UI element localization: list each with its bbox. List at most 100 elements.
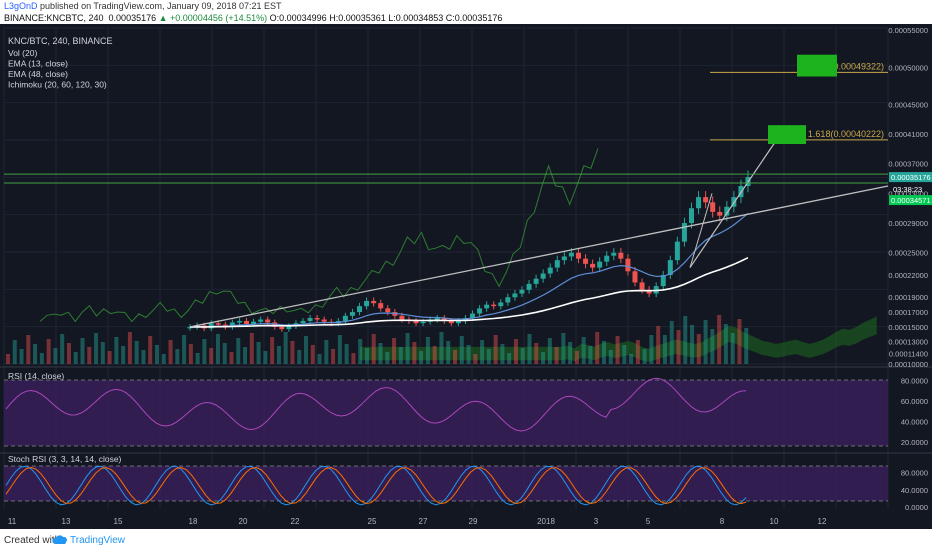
- price-tick-label: 0.00019000: [888, 293, 928, 302]
- rsi-axis-label: 80.0000: [901, 376, 928, 385]
- volume-bar: [507, 353, 512, 364]
- volume-bar: [297, 350, 302, 364]
- volume-bar: [486, 349, 491, 364]
- candle-body: [321, 319, 327, 322]
- candle-body: [272, 322, 278, 327]
- change-text: ▲ +0.00004456 (+14.51%): [158, 13, 268, 23]
- price-tick-label: 0.00025000: [888, 249, 928, 258]
- volume-bar: [534, 343, 539, 364]
- volume-bar: [168, 340, 173, 364]
- last-price-tag-text: 0.00035176: [891, 173, 931, 182]
- volume-bar: [669, 321, 674, 364]
- price-tick-label: 0.00041000: [888, 130, 928, 139]
- candle-body: [688, 208, 694, 224]
- volume-bar: [87, 347, 92, 364]
- volume-bar: [446, 341, 451, 364]
- candle-body: [660, 274, 666, 287]
- candle-body: [229, 322, 235, 327]
- volume-bar: [188, 344, 193, 364]
- volume-bar: [155, 345, 159, 364]
- time-tick-label: 20: [239, 517, 248, 526]
- volume-bar: [398, 347, 403, 364]
- volume-bar: [12, 340, 17, 364]
- price-tick-label: 0.00055000: [888, 26, 928, 35]
- candle-body: [342, 315, 348, 321]
- volume-bar: [114, 337, 119, 364]
- candle-body: [441, 318, 447, 321]
- stoch-k-line: [5, 465, 747, 506]
- candle-body: [717, 211, 723, 216]
- volume-bar: [595, 332, 600, 364]
- candle-body: [632, 271, 638, 283]
- candle-body: [583, 258, 589, 264]
- time-tick-label: 27: [419, 517, 428, 526]
- time-tick-label: 3: [594, 517, 599, 526]
- volume-bar: [662, 335, 667, 364]
- candle-body: [448, 320, 454, 324]
- volume-bar: [222, 343, 227, 364]
- volume-bar: [60, 334, 65, 364]
- volume-bar: [574, 351, 579, 364]
- candle-body: [611, 252, 617, 256]
- volume-bar: [635, 340, 640, 364]
- candle-body: [399, 315, 405, 320]
- time-tick-label: 12: [818, 517, 827, 526]
- volume-bar: [453, 350, 457, 364]
- indicator-legend-item: EMA (48, close): [8, 69, 68, 79]
- candle-body: [696, 197, 702, 209]
- volume-bar: [215, 334, 220, 364]
- tradingview-cloud-icon: [52, 535, 67, 544]
- candle-body: [307, 318, 313, 321]
- chart-area[interactable]: 1.618(0.00040222) 2.618(0.00049322) 0.0005…: [0, 24, 932, 529]
- volume-bar: [737, 319, 742, 364]
- volume-bar: [317, 354, 322, 364]
- indicator-legend-item: EMA (13, close): [8, 59, 68, 69]
- price-chart-svg[interactable]: 1.618(0.00040222) 2.618(0.00049322) 0.0005…: [0, 24, 932, 529]
- volume-bar: [290, 341, 295, 364]
- candle-body: [561, 256, 567, 261]
- candle-body: [364, 300, 370, 307]
- candle-body: [470, 313, 476, 319]
- time-tick-label: 5: [646, 517, 651, 526]
- volume-bar: [249, 333, 254, 364]
- volume-bar: [561, 333, 566, 364]
- time-tick-label: 22: [291, 517, 300, 526]
- volume-bar: [513, 339, 518, 364]
- countdown-text: 03:38:23: [893, 185, 922, 194]
- volume-bar: [202, 339, 207, 364]
- symbol-line: BINANCE:KNCBTC, 240 0.00035176 ▲ +0.0000…: [4, 13, 502, 23]
- time-tick-label: 13: [62, 517, 71, 526]
- price-tick-label: 0.00013000: [888, 338, 928, 347]
- candle-body: [526, 283, 532, 290]
- candle-body: [477, 308, 483, 314]
- volume-bar: [581, 337, 586, 364]
- fib-label: 2.618(0.00049322): [808, 61, 884, 71]
- volume-bar: [649, 335, 654, 364]
- tradingview-brand[interactable]: TradingView: [70, 535, 126, 546]
- rising-trendline: [189, 185, 889, 328]
- price-tick-label: 0.00011400: [889, 350, 928, 359]
- candle-body: [420, 321, 426, 324]
- volume-bar: [371, 334, 376, 364]
- footer-bar: Created with TradingView: [0, 531, 932, 550]
- candle-body: [547, 267, 553, 274]
- candle-body: [618, 252, 624, 259]
- price-tick-label: 0.00017000: [888, 308, 928, 317]
- ema-13-line: [189, 212, 749, 328]
- volume-bar: [385, 352, 390, 364]
- time-tick-label: 15: [114, 517, 123, 526]
- candle-body: [286, 326, 292, 330]
- volume-bar: [276, 346, 281, 364]
- author-link[interactable]: L3gOnD: [4, 1, 38, 11]
- volume-bar: [236, 338, 241, 364]
- fib-label: 1.618(0.00040222): [808, 129, 884, 139]
- created-with-text: Created with: [4, 535, 61, 546]
- volume-bar: [39, 353, 44, 364]
- volume-bar: [500, 344, 505, 364]
- candle-body: [575, 252, 581, 259]
- candle-body: [371, 300, 377, 304]
- volume-bar: [629, 354, 634, 364]
- volume-bar: [283, 332, 288, 364]
- volume-bar: [46, 339, 51, 364]
- volume-bar: [73, 352, 78, 364]
